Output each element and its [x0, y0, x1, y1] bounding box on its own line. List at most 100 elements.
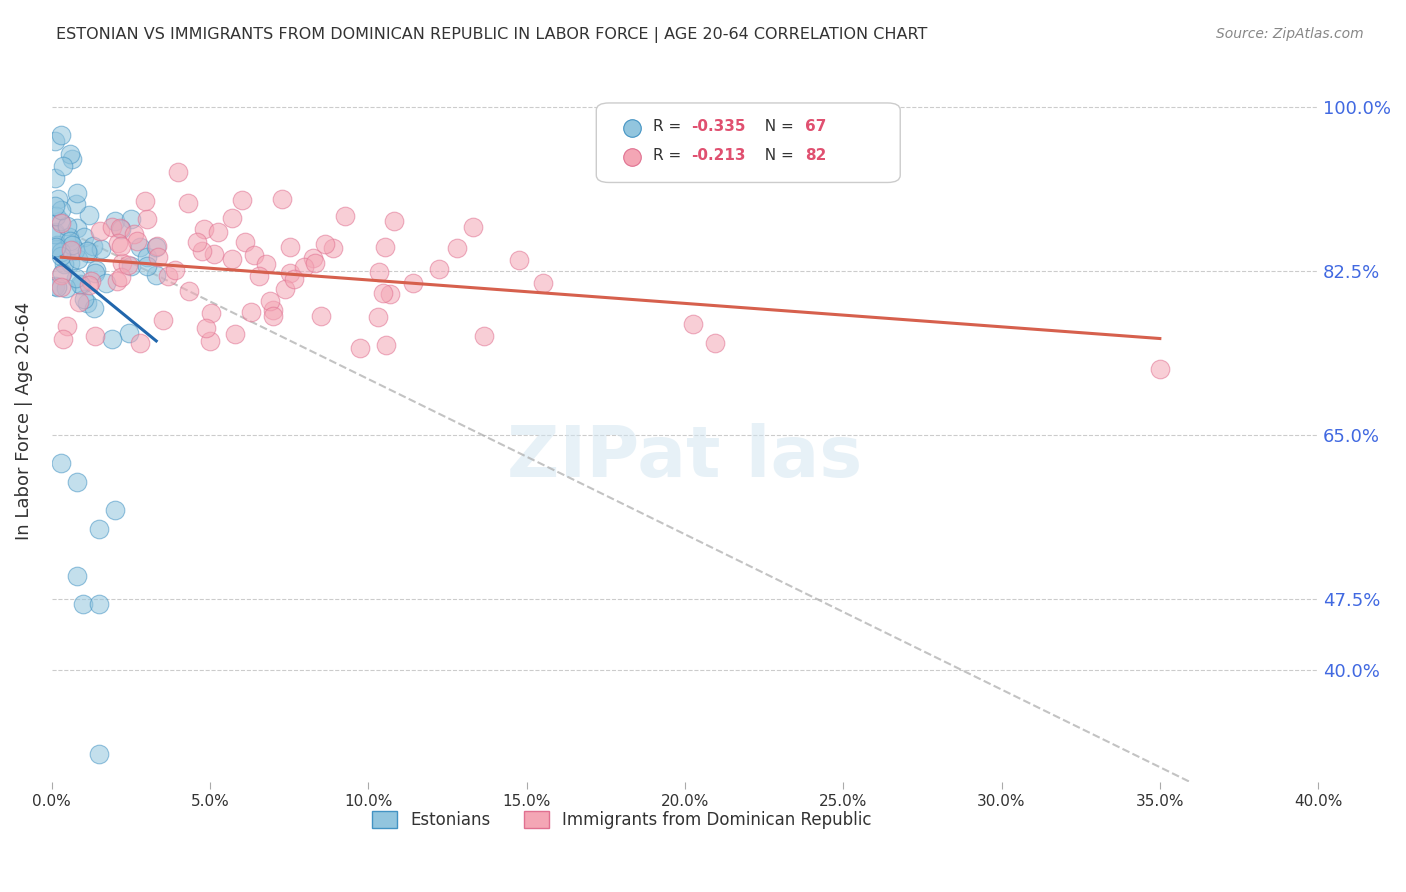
Immigrants from Dominican Republic	[101, 220, 124, 235]
Immigrants from Dominican Republic	[163, 263, 186, 277]
Estonians	[83, 301, 105, 315]
Estonians	[89, 522, 111, 536]
Estonians	[145, 240, 167, 254]
Immigrants from Dominican Republic	[129, 335, 152, 350]
Estonians	[59, 234, 82, 248]
Estonians	[135, 259, 157, 273]
Immigrants from Dominican Republic	[51, 280, 73, 294]
Immigrants from Dominican Republic	[427, 262, 450, 277]
Immigrants from Dominican Republic	[146, 250, 169, 264]
Estonians	[129, 240, 152, 254]
Estonians	[46, 238, 69, 252]
Immigrants from Dominican Republic	[1149, 362, 1171, 376]
Y-axis label: In Labor Force | Age 20-64: In Labor Force | Age 20-64	[15, 301, 32, 540]
Immigrants from Dominican Republic	[52, 332, 75, 346]
Estonians	[60, 152, 83, 166]
Immigrants from Dominican Republic	[349, 342, 371, 356]
Immigrants from Dominican Republic	[200, 306, 222, 320]
Estonians	[73, 230, 96, 244]
Estonians	[58, 229, 80, 244]
Immigrants from Dominican Republic	[177, 195, 200, 210]
Estonians	[44, 225, 66, 239]
Estonians	[55, 281, 77, 295]
Estonians	[120, 259, 142, 273]
Estonians	[49, 203, 72, 218]
Estonians	[44, 170, 66, 185]
Immigrants from Dominican Republic	[84, 328, 107, 343]
Estonians	[45, 209, 67, 223]
Immigrants from Dominican Republic	[157, 268, 180, 283]
Immigrants from Dominican Republic	[254, 257, 277, 271]
Text: -0.335: -0.335	[692, 119, 745, 134]
Immigrants from Dominican Republic	[402, 276, 425, 290]
Estonians	[67, 252, 90, 266]
Text: 67: 67	[806, 119, 827, 134]
Immigrants from Dominican Republic	[146, 238, 169, 252]
Estonians	[110, 221, 132, 235]
Text: -0.213: -0.213	[692, 147, 745, 162]
Immigrants from Dominican Republic	[375, 338, 398, 352]
Estonians	[63, 243, 86, 257]
Text: R =: R =	[654, 119, 686, 134]
Estonians	[66, 569, 89, 583]
Immigrants from Dominican Republic	[177, 284, 200, 298]
Immigrants from Dominican Republic	[335, 209, 357, 223]
Immigrants from Dominican Republic	[152, 313, 174, 327]
Estonians	[45, 240, 67, 254]
Immigrants from Dominican Republic	[186, 235, 208, 249]
Estonians	[104, 503, 127, 517]
Estonians	[65, 197, 87, 211]
Immigrants from Dominican Republic	[374, 240, 396, 254]
Estonians	[51, 267, 73, 281]
Text: N =: N =	[755, 147, 799, 162]
Immigrants from Dominican Republic	[80, 274, 103, 288]
Estonians	[96, 276, 118, 290]
Estonians	[52, 256, 75, 270]
Estonians	[44, 134, 66, 148]
Estonians	[51, 245, 73, 260]
Immigrants from Dominican Republic	[89, 224, 111, 238]
Estonians	[89, 597, 111, 611]
Immigrants from Dominican Republic	[202, 246, 225, 260]
Estonians	[44, 199, 66, 213]
Immigrants from Dominican Republic	[224, 326, 246, 341]
Immigrants from Dominican Republic	[367, 310, 389, 325]
Immigrants from Dominican Republic	[122, 227, 145, 241]
Immigrants from Dominican Republic	[380, 286, 402, 301]
Immigrants from Dominican Republic	[207, 225, 229, 239]
Immigrants from Dominican Republic	[304, 255, 326, 269]
Immigrants from Dominican Republic	[108, 220, 131, 235]
Estonians	[59, 147, 82, 161]
Immigrants from Dominican Republic	[278, 266, 301, 280]
Estonians	[86, 262, 108, 277]
Estonians	[52, 159, 75, 173]
Immigrants from Dominican Republic	[682, 317, 704, 331]
Estonians	[76, 244, 98, 258]
Immigrants from Dominican Republic	[117, 258, 139, 272]
Estonians	[45, 243, 67, 257]
Immigrants from Dominican Republic	[239, 305, 262, 319]
Immigrants from Dominican Republic	[134, 194, 156, 208]
Text: Source: ZipAtlas.com: Source: ZipAtlas.com	[1216, 27, 1364, 41]
Estonians	[72, 597, 94, 611]
Estonians	[46, 280, 69, 294]
Immigrants from Dominican Republic	[301, 251, 323, 265]
Immigrants from Dominican Republic	[271, 192, 294, 206]
FancyBboxPatch shape	[596, 103, 900, 183]
Estonians	[66, 220, 89, 235]
Immigrants from Dominican Republic	[274, 282, 297, 296]
Immigrants from Dominican Republic	[60, 243, 83, 257]
Immigrants from Dominican Republic	[283, 271, 305, 285]
Immigrants from Dominican Republic	[67, 295, 90, 310]
Immigrants from Dominican Republic	[367, 264, 389, 278]
Immigrants from Dominican Republic	[533, 276, 555, 290]
Immigrants from Dominican Republic	[309, 310, 332, 324]
Text: N =: N =	[755, 119, 799, 134]
Immigrants from Dominican Republic	[292, 260, 315, 274]
Immigrants from Dominican Republic	[233, 235, 256, 249]
Estonians	[90, 242, 112, 256]
Estonians	[76, 296, 98, 310]
Text: R =: R =	[654, 147, 686, 162]
Immigrants from Dominican Republic	[125, 234, 148, 248]
Immigrants from Dominican Republic	[446, 241, 468, 255]
